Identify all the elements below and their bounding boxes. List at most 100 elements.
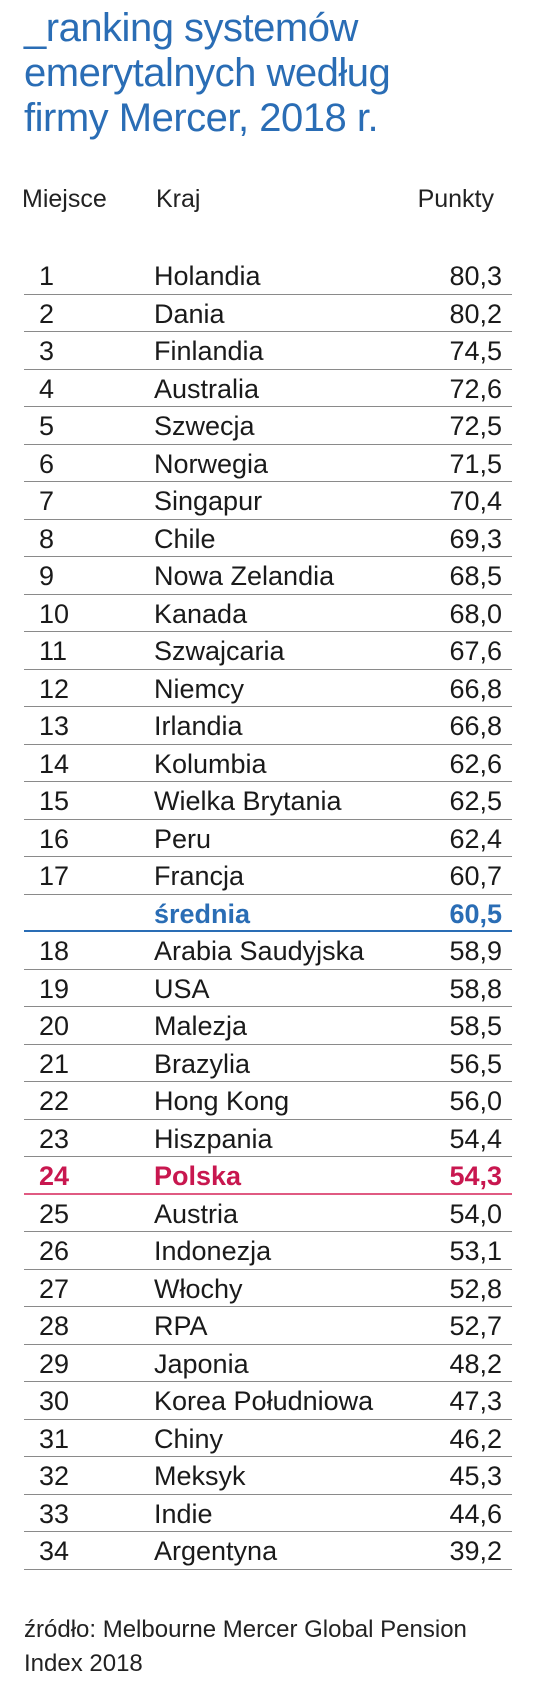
table-row: 2 Dania 80,2 (24, 295, 512, 332)
table-row: 20 Malezja 58,5 (24, 1007, 512, 1045)
country-cell: Australia (154, 373, 260, 404)
table-row: 14 Kolumbia 62,6 (24, 745, 512, 782)
rank-cell: 34 (39, 1536, 70, 1566)
points-cell: 52,7 (449, 1311, 502, 1341)
rank-cell: 13 (39, 711, 70, 741)
country-cell: Francja (154, 861, 245, 891)
points-cell: 54,4 (449, 1123, 502, 1154)
rank-cell: 29 (39, 1348, 70, 1379)
points-cell: 60,5 (449, 898, 502, 929)
country-cell: Chiny (154, 1423, 224, 1454)
table-row: 18 Arabia Saudyjska 58,9 (24, 932, 512, 970)
rank-cell: 7 (39, 486, 55, 516)
table-row: 30 Korea Południowa 47,3 (24, 1382, 512, 1420)
country-cell: Kanada (154, 598, 248, 629)
table-row: 9 Nowa Zelandia 68,5 (24, 557, 512, 595)
points-cell: 47,3 (449, 1386, 502, 1416)
points-cell: 68,0 (449, 598, 502, 629)
table-row: 4 Australia 72,6 (24, 370, 512, 407)
rank-cell: 11 (39, 636, 68, 666)
country-cell: Japonia (154, 1348, 249, 1379)
rank-cell: 25 (39, 1198, 70, 1229)
table-row: 26 Indonezja 53,1 (24, 1232, 512, 1270)
rank-cell: 9 (39, 561, 55, 591)
country-cell: USA (154, 973, 210, 1004)
country-cell: Niemcy (154, 673, 245, 704)
country-cell: Singapur (154, 486, 263, 516)
rank-cell: 8 (39, 523, 55, 554)
table-row: 33 Indie 44,6 (24, 1495, 512, 1532)
highlight-row-poland: 24 Polska 54,3 (24, 1157, 512, 1195)
points-cell: 56,5 (449, 1048, 502, 1079)
country-cell: Finlandia (154, 336, 264, 366)
table-row: 15 Wielka Brytania 62,5 (24, 782, 512, 820)
table-row: 8 Chile 69,3 (24, 520, 512, 557)
points-cell: 44,6 (449, 1498, 502, 1529)
rank-cell: 4 (39, 373, 55, 404)
table-row: 17 Francja 60,7 (24, 857, 512, 895)
country-cell: Malezja (154, 1011, 248, 1041)
country-cell: Hong Kong (154, 1086, 290, 1116)
rank-cell: 3 (39, 336, 55, 366)
rank-cell: 19 (39, 973, 70, 1004)
column-header-points: Punkty (417, 185, 494, 213)
country-cell: Norwegia (154, 448, 269, 479)
table-row: 25 Austria 54,0 (24, 1195, 512, 1232)
points-cell: 80,3 (449, 261, 502, 291)
points-cell: 72,5 (449, 411, 502, 441)
points-cell: 68,5 (449, 561, 502, 591)
table-row: 16 Peru 62,4 (24, 820, 512, 857)
rank-cell: 12 (39, 673, 70, 704)
table-row: 5 Szwecja 72,5 (24, 407, 512, 445)
rank-cell: 17 (39, 861, 70, 891)
average-row: średnia 60,5 (24, 895, 512, 932)
points-cell: 74,5 (449, 336, 502, 366)
points-cell: 48,2 (449, 1348, 502, 1379)
rank-cell: 18 (39, 936, 70, 966)
points-cell: 54,3 (449, 1161, 502, 1191)
country-cell: Wielka Brytania (154, 786, 342, 816)
country-cell: Dania (154, 298, 225, 329)
country-cell: Szwecja (154, 411, 255, 441)
column-header-rank: Miejsce (22, 185, 107, 213)
country-cell: Nowa Zelandia (154, 561, 335, 591)
points-cell: 66,8 (449, 711, 502, 741)
table-row: 31 Chiny 46,2 (24, 1420, 512, 1457)
title-line: firmy Mercer, 2018 r. (24, 96, 379, 140)
points-cell: 56,0 (449, 1086, 502, 1116)
points-cell: 54,0 (449, 1198, 502, 1229)
rank-cell: 32 (39, 1461, 70, 1491)
table-row: 19 USA 58,8 (24, 970, 512, 1007)
points-cell: 69,3 (449, 523, 502, 554)
points-cell: 52,8 (449, 1273, 502, 1304)
country-cell: Arabia Saudyjska (154, 936, 365, 966)
rank-cell: 28 (39, 1311, 70, 1341)
rank-cell: 2 (39, 298, 55, 329)
country-cell: Włochy (154, 1273, 243, 1304)
points-cell: 58,9 (449, 936, 502, 966)
table-row: 28 RPA 52,7 (24, 1307, 512, 1345)
rank-cell: 30 (39, 1386, 70, 1416)
country-cell: średnia (154, 898, 251, 929)
country-cell: Szwajcaria (154, 636, 285, 666)
points-cell: 45,3 (449, 1461, 502, 1491)
points-cell: 62,6 (449, 748, 502, 779)
rank-cell: 5 (39, 411, 55, 441)
points-cell: 58,5 (449, 1011, 502, 1041)
country-cell: Chile (154, 523, 216, 554)
rank-cell: 10 (39, 598, 70, 629)
rank-cell: 27 (39, 1273, 70, 1304)
table-row: 29 Japonia 48,2 (24, 1345, 512, 1382)
table-row: 7 Singapur 70,4 (24, 482, 512, 520)
rank-cell: 24 (39, 1161, 70, 1191)
country-cell: Peru (154, 823, 212, 854)
column-header-country: Kraj (156, 185, 201, 213)
country-cell: Brazylia (154, 1048, 251, 1079)
table-row: 11 Szwajcaria 67,6 (24, 632, 512, 670)
points-cell: 53,1 (449, 1236, 502, 1266)
table-row: 12 Niemcy 66,8 (24, 670, 512, 707)
points-cell: 70,4 (449, 486, 502, 516)
rank-cell: 33 (39, 1498, 70, 1529)
rank-cell: 23 (39, 1123, 70, 1154)
table-row: 3 Finlandia 74,5 (24, 332, 512, 370)
